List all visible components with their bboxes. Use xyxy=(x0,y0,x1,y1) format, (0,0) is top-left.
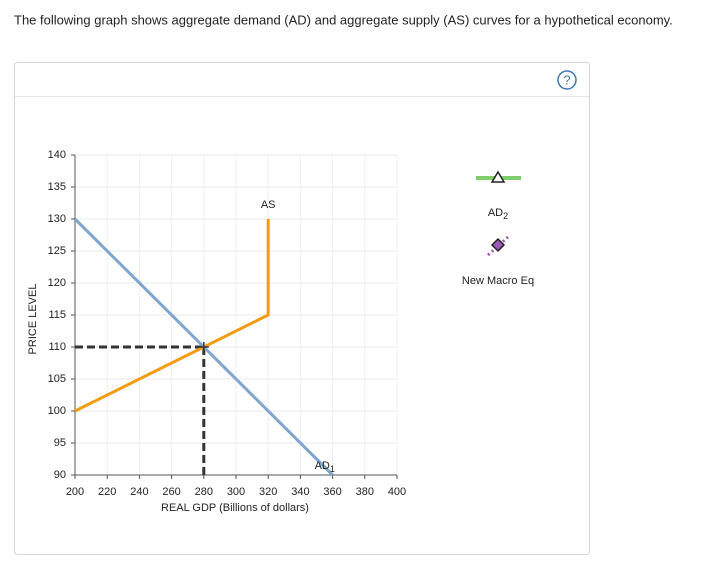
y-tick-label: 135 xyxy=(48,181,66,193)
tool-label-subscript[interactable]: 2 xyxy=(503,211,508,221)
curve-label-main: AD xyxy=(315,460,330,472)
y-tick-label: 120 xyxy=(48,277,66,289)
intro-text: The following graph shows aggregate dema… xyxy=(14,12,673,27)
y-tick-label: 115 xyxy=(48,309,66,321)
x-tick-label: 320 xyxy=(259,486,277,498)
tool-label[interactable]: New Macro Eq xyxy=(462,275,534,287)
y-tick-label: 125 xyxy=(48,245,66,257)
tool-label[interactable]: AD2 xyxy=(488,207,508,221)
tool-label-main[interactable]: New Macro Eq xyxy=(462,275,534,287)
x-axis-title: REAL GDP (Billions of dollars) xyxy=(161,502,309,514)
y-tick-label: 130 xyxy=(48,213,66,225)
curve-label: AD1 xyxy=(315,460,335,474)
curve-label-subscript: 1 xyxy=(330,464,335,474)
y-axis-title: PRICE LEVEL xyxy=(27,284,39,355)
curve xyxy=(74,219,270,413)
equilibrium-marker xyxy=(198,342,209,352)
x-tick-label: 240 xyxy=(130,486,148,498)
curve-label: AS xyxy=(261,199,276,211)
x-tick-label: 400 xyxy=(388,486,406,498)
x-tick-label: 340 xyxy=(291,486,309,498)
y-tick-label: 105 xyxy=(48,373,66,385)
x-tick-label: 200 xyxy=(66,486,84,498)
y-tick-label: 95 xyxy=(54,437,66,449)
x-tick-label: 360 xyxy=(323,486,341,498)
x-tick-label: 300 xyxy=(227,486,245,498)
curve-label-main: AS xyxy=(261,199,276,211)
tool-ad2-handle[interactable] xyxy=(490,170,506,183)
tool-label-main[interactable]: AD xyxy=(488,207,503,219)
help-icon[interactable]: ? xyxy=(563,72,570,87)
x-tick-label: 380 xyxy=(356,486,374,498)
x-tick-label: 220 xyxy=(98,486,116,498)
help-button[interactable] xyxy=(557,70,577,90)
panel xyxy=(14,62,590,555)
y-tick-label: 90 xyxy=(54,469,66,481)
x-tick-label: 280 xyxy=(195,486,213,498)
tool-eq-handle[interactable] xyxy=(490,237,506,253)
y-tick-label: 110 xyxy=(48,341,66,353)
x-tick-label: 260 xyxy=(162,486,180,498)
y-tick-label: 100 xyxy=(48,405,66,417)
y-tick-label: 140 xyxy=(48,149,66,161)
